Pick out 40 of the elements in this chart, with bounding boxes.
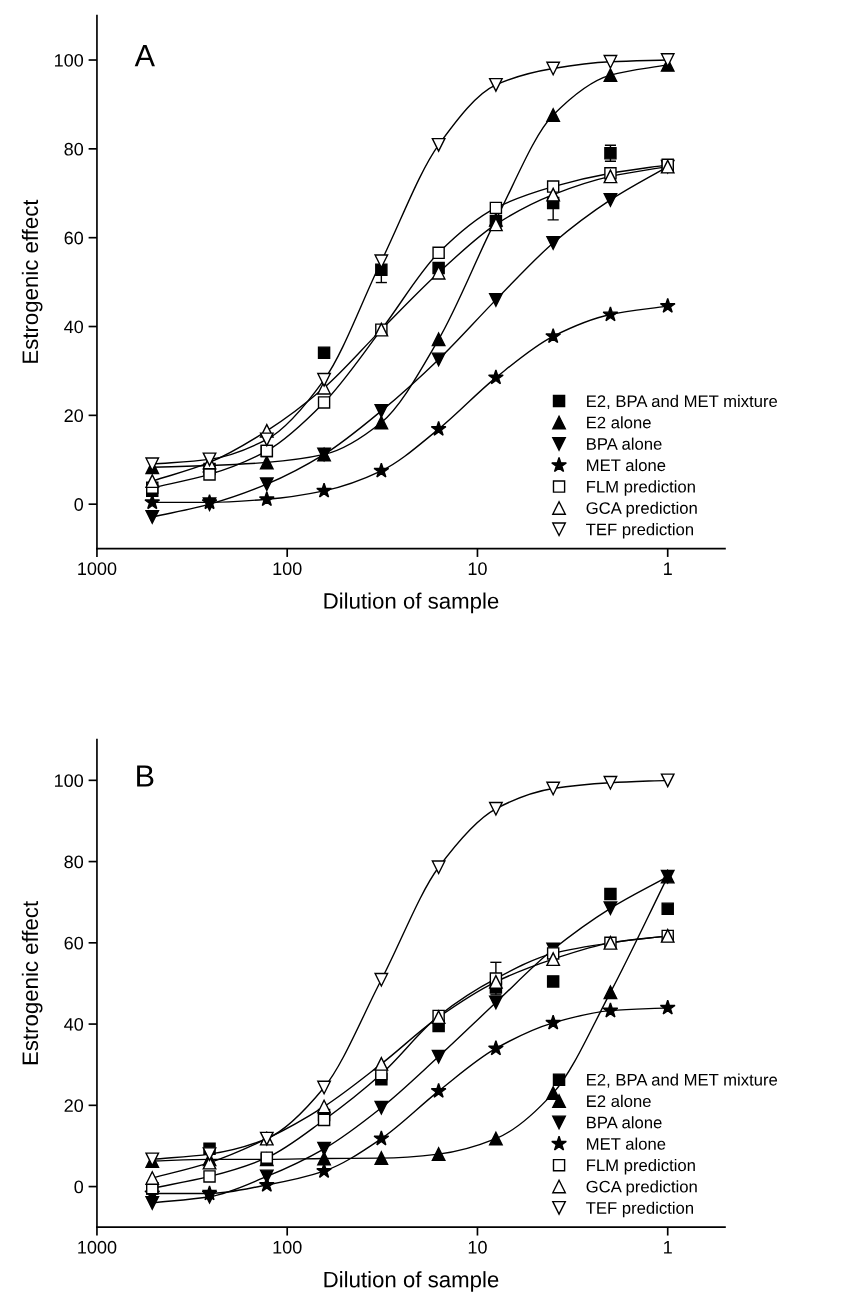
x-tick-label: 100 xyxy=(273,1240,302,1254)
legend-label: GCA prediction xyxy=(586,501,697,518)
annotation: A xyxy=(134,45,155,67)
x-tick-label: 100 xyxy=(273,562,302,576)
y-tick-label: 0 xyxy=(74,498,84,511)
x-axis-title: Dilution of sample xyxy=(324,1271,499,1292)
legend-label: TEF prediction xyxy=(586,1201,694,1218)
x-tick-label: 1000 xyxy=(78,1240,117,1254)
y-tick-label: 60 xyxy=(64,231,84,245)
y-tick-label: 80 xyxy=(64,142,84,156)
y-tick-label: 80 xyxy=(64,855,84,869)
y-tick-label: 20 xyxy=(64,1099,84,1113)
legend-label: MET alone xyxy=(587,458,666,472)
legend-label: E2 alone xyxy=(587,1094,651,1108)
y-tick-label: 100 xyxy=(55,53,84,67)
y-axis-title: Estrogenic effect xyxy=(21,901,43,1065)
x-axis-title: Dilution of sample xyxy=(324,592,499,614)
y-tick-label: 40 xyxy=(64,1018,84,1031)
y-tick-label: 40 xyxy=(64,320,84,334)
y-axis-title: Estrogenic effect xyxy=(21,199,43,363)
legend-label: MET alone xyxy=(587,1137,666,1150)
legend-label: E2, BPA and MET mixture xyxy=(587,394,778,410)
y-tick-label: 20 xyxy=(64,409,84,423)
legend-label: FLM prediction xyxy=(587,1158,695,1175)
x-tick-label: 1 xyxy=(664,562,672,575)
legend-label: GCA prediction xyxy=(586,1180,697,1196)
legend-label: BPA alone xyxy=(587,1116,662,1129)
y-tick-label: 100 xyxy=(55,774,84,788)
x-tick-label: 1 xyxy=(664,1241,672,1254)
legend-label: E2, BPA and MET mixture xyxy=(587,1073,778,1088)
legend-label: E2 alone xyxy=(587,416,651,429)
y-tick-label: 0 xyxy=(74,1180,84,1194)
x-tick-label: 1000 xyxy=(78,562,117,576)
legend-label: FLM prediction xyxy=(587,480,695,496)
y-tick-label: 60 xyxy=(64,936,84,950)
x-tick-label: 10 xyxy=(468,1240,487,1254)
annotation: B xyxy=(137,765,154,787)
legend-label: TEF prediction xyxy=(586,523,694,539)
legend-label: BPA alone xyxy=(587,437,662,450)
x-tick-label: 10 xyxy=(468,562,487,576)
